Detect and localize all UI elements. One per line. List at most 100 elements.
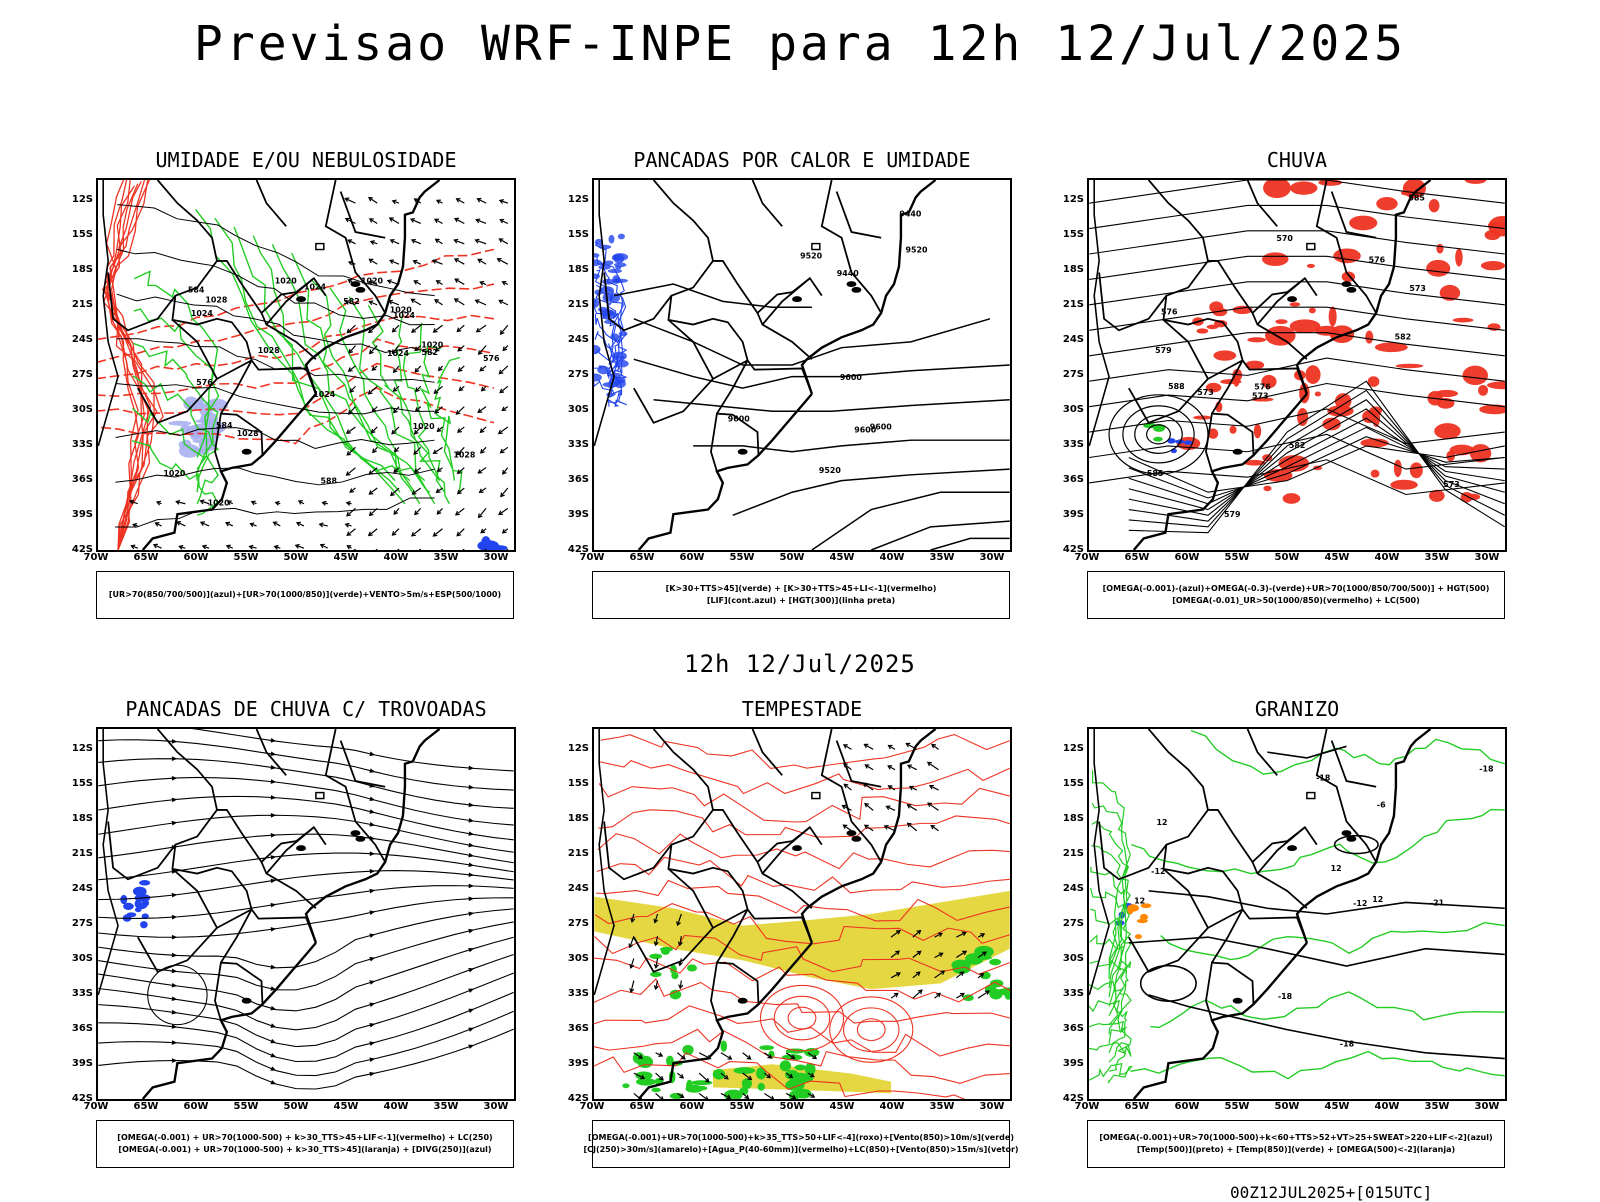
lon-tick-label: 40W: [879, 552, 905, 563]
lon-tick-label: 70W: [83, 1101, 109, 1112]
lat-tick-label: 42S: [1062, 544, 1084, 555]
contour-label: 576: [1161, 308, 1178, 317]
legend-box: [K>30+TTS>45](verde) + [K>30+TTS>45+LI<-…: [592, 571, 1010, 619]
lat-tick-label: 36S: [1062, 474, 1084, 485]
contour-label: 576: [483, 354, 500, 363]
lat-tick-label: 30S: [567, 404, 589, 415]
footer-timestamp: 00Z12JUL2025+[015UTC]: [1230, 1183, 1433, 1202]
lon-tick-label: 30W: [1474, 552, 1500, 563]
lon-tick-label: 50W: [283, 552, 309, 563]
contour-label: 1024: [304, 283, 327, 292]
contour-label: -18: [1278, 992, 1293, 1001]
lon-tick-label: 45W: [333, 552, 359, 563]
lat-tick-label: 30S: [567, 953, 589, 964]
lon-tick-label: 55W: [233, 1101, 259, 1112]
contour-label: 9600: [840, 373, 863, 382]
lat-tick-label: 15S: [567, 778, 589, 789]
lat-tick-label: 30S: [1062, 953, 1084, 964]
lon-tick-label: 65W: [133, 1101, 159, 1112]
lon-tick-label: 55W: [729, 552, 755, 563]
lat-tick-label: 18S: [71, 264, 93, 275]
lat-tick-label: 39S: [567, 509, 589, 520]
contour-label: 582: [343, 297, 360, 306]
lat-tick-label: 27S: [71, 918, 93, 929]
lon-tick-label: 70W: [83, 552, 109, 563]
main-title: Previsao WRF-INPE para 12h 12/Jul/2025: [193, 16, 1407, 72]
contour-label: 573: [1409, 284, 1426, 293]
lon-tick-label: 30W: [979, 552, 1005, 563]
legend-line: [OMEGA(-0.001)+UR>70(1000-500)+k<60+TTS>…: [1099, 1133, 1493, 1142]
lon-tick-label: 60W: [183, 1101, 209, 1112]
legend-line: [CJ(250)>30m/s](amarelo)+[Agua_P(40-60mm…: [583, 1145, 1019, 1154]
contour-label: 9520: [800, 251, 823, 260]
map-granizo: -6 12 12 -12 -18 -12 -18 -18 12 -18 12 -21: [1087, 727, 1507, 1101]
lat-tick-label: 42S: [1062, 1093, 1084, 1104]
contour-label: -12: [1353, 899, 1367, 908]
panel-title-granizo: GRANIZO: [1254, 697, 1340, 721]
contour-label: 1020: [413, 422, 436, 431]
contour-label: 1024: [191, 309, 214, 318]
panel-title-pancadas-por-calor-e-umidade: PANCADAS POR CALOR E UMIDADE: [633, 148, 971, 172]
lon-tick-label: 65W: [629, 1101, 655, 1112]
lon-tick-label: 70W: [579, 552, 605, 563]
lat-tick-label: 12S: [1062, 194, 1084, 205]
contour-label: 1020: [275, 276, 298, 285]
lat-tick-label: 12S: [71, 743, 93, 754]
lat-tick-label: 33S: [71, 439, 93, 450]
legend-box: [OMEGA(-0.001)+UR>70(1000-500)+k<60+TTS>…: [1087, 1120, 1505, 1168]
lat-tick-label: 27S: [71, 369, 93, 380]
contour-label: 9600: [870, 422, 893, 431]
legend-line: [OMEGA(-0.001) + UR>70(1000-500) + k>30_…: [118, 1145, 492, 1154]
lon-tick-label: 60W: [679, 552, 705, 563]
contour-label: 579: [1224, 510, 1241, 519]
contour-label: 570: [1276, 234, 1293, 243]
lon-tick-label: 40W: [383, 552, 409, 563]
lon-tick-label: 70W: [1074, 1101, 1100, 1112]
lat-tick-label: 18S: [71, 813, 93, 824]
lon-tick-label: 45W: [1324, 1101, 1350, 1112]
lat-tick-label: 42S: [71, 544, 93, 555]
legend-box: [UR>70(850/700/500)](azul)+[UR>70(1000/8…: [96, 571, 514, 619]
lon-tick-label: 50W: [1274, 1101, 1300, 1112]
lat-tick-label: 33S: [567, 988, 589, 999]
contour-label: 9600: [728, 415, 751, 424]
contour-label: 1028: [258, 346, 281, 355]
lon-tick-label: 60W: [183, 552, 209, 563]
lat-tick-label: 18S: [567, 264, 589, 275]
lon-tick-label: 65W: [1124, 552, 1150, 563]
contour-label: 1024: [313, 390, 336, 399]
lat-tick-label: 12S: [1062, 743, 1084, 754]
lon-tick-label: 35W: [433, 1101, 459, 1112]
lon-tick-label: 55W: [1224, 1101, 1250, 1112]
contour-label: -18: [1316, 774, 1331, 783]
lat-tick-label: 33S: [1062, 988, 1084, 999]
lat-tick-label: 42S: [567, 1093, 589, 1104]
lat-tick-label: 18S: [1062, 264, 1084, 275]
lon-tick-label: 55W: [1224, 552, 1250, 563]
lon-tick-label: 45W: [333, 1101, 359, 1112]
contour-label: 582: [1289, 441, 1306, 450]
contour-label: 573: [1443, 480, 1460, 489]
lon-tick-label: 50W: [779, 1101, 805, 1112]
contour-label: 1024: [393, 311, 416, 320]
lon-tick-label: 40W: [383, 1101, 409, 1112]
contour-label: -18: [1340, 1040, 1355, 1049]
lon-tick-label: 30W: [1474, 1101, 1500, 1112]
legend-line: [Temp(500)](preto) + [Temp(850)](verde) …: [1136, 1145, 1456, 1154]
contour-label: 9520: [905, 245, 928, 254]
contour-label: 585: [1408, 193, 1425, 202]
lon-tick-label: 45W: [1324, 552, 1350, 563]
lat-tick-label: 21S: [71, 848, 93, 859]
lat-tick-label: 27S: [1062, 918, 1084, 929]
legend-line: [UR>70(850/700/500)](azul)+[UR>70(1000/8…: [108, 590, 502, 599]
panel-title-umidade-e-ou-nebulosidade: UMIDADE E/OU NEBULOSIDADE: [155, 148, 457, 172]
contour-label: 1024: [387, 349, 410, 358]
lat-tick-label: 21S: [1062, 299, 1084, 310]
panel-title-tempestade: TEMPESTADE: [741, 697, 863, 721]
contour-label: 588: [320, 476, 337, 485]
lat-tick-label: 27S: [1062, 369, 1084, 380]
lon-tick-label: 35W: [929, 1101, 955, 1112]
lat-tick-label: 27S: [567, 918, 589, 929]
